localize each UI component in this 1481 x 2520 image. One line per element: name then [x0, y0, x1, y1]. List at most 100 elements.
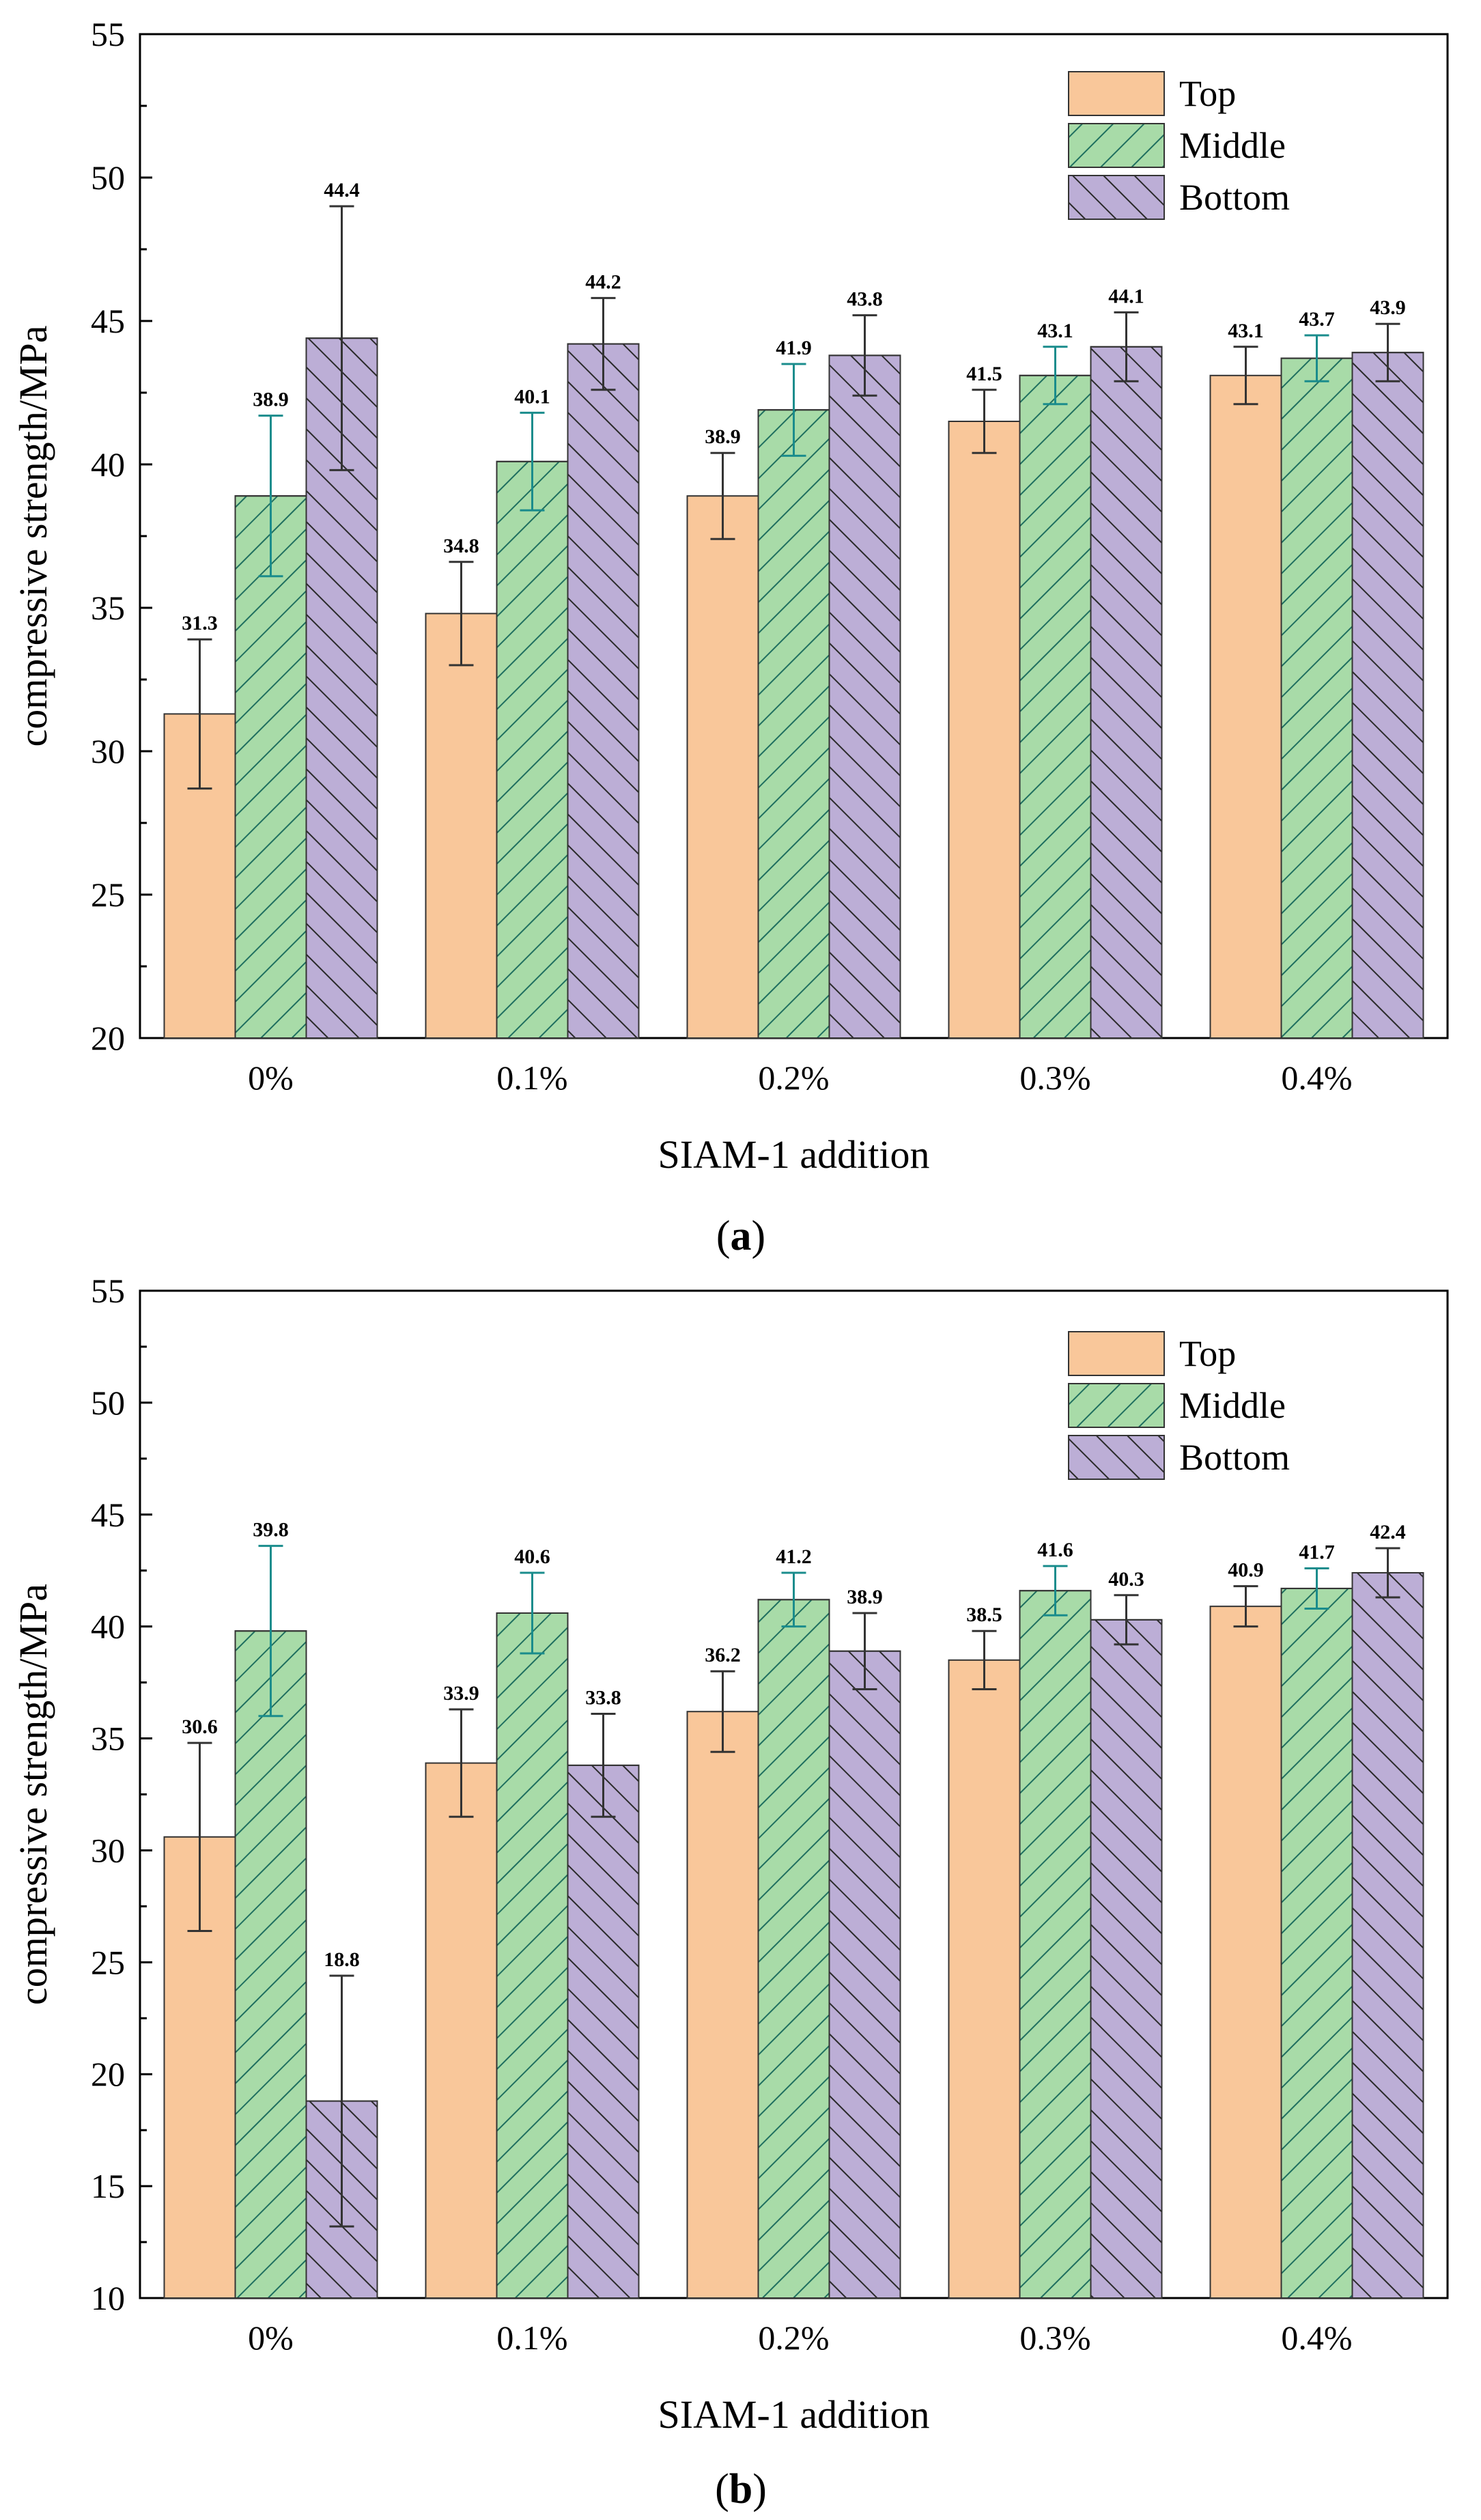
y-tick-label: 30 [91, 1831, 125, 1869]
bar-hatch-middle [1280, 1587, 1353, 2299]
x-axis-title: SIAM-1 addition [658, 1132, 930, 1177]
data-label: 40.6 [514, 1545, 550, 1568]
panel-caption: (b) [715, 2466, 767, 2512]
data-label: 44.1 [1108, 285, 1144, 307]
y-tick-label: 55 [91, 1272, 125, 1310]
y-tick-label: 55 [91, 15, 125, 53]
y-tick-label: 50 [91, 1384, 125, 1422]
chart-panel-a: 20 25 30 35 40 45 50 55 0% 31.3 38.9 44.4 0.1% 34.8 40… [11, 15, 1449, 1259]
data-label: 33.8 [585, 1687, 621, 1709]
data-label: 40.1 [514, 385, 550, 408]
bar-hatch-middle [234, 1630, 307, 2299]
panel-caption: (a) [716, 1213, 765, 1259]
data-label: 40.9 [1228, 1559, 1264, 1582]
bar-hatch-middle [1019, 374, 1092, 1039]
legend-label: Bottom [1179, 177, 1290, 218]
y-tick-label: 40 [91, 445, 125, 484]
y-tick-label: 30 [91, 732, 125, 770]
caption-paren-close: ) [752, 1213, 766, 1259]
bar-hatch-bottom [1090, 1619, 1163, 2299]
legend-label: Middle [1179, 125, 1286, 166]
data-label: 18.8 [324, 1948, 360, 1971]
data-label: 30.6 [182, 1716, 218, 1738]
bar-hatch-bottom [567, 343, 640, 1039]
data-label: 38.9 [705, 425, 741, 448]
y-tick-label: 35 [91, 589, 125, 627]
x-tick-label: 0.3% [1019, 1059, 1090, 1097]
x-tick-label: 0.4% [1281, 2319, 1352, 2357]
x-tick-label: 0% [248, 2319, 294, 2357]
y-tick-label: 15 [91, 2167, 125, 2205]
y-tick-label: 35 [91, 1720, 125, 1758]
legend-label: Bottom [1179, 1437, 1290, 1478]
caption-paren-open: ( [716, 1213, 731, 1259]
caption-paren-open: ( [715, 2466, 729, 2512]
x-tick-label: 0.2% [758, 1059, 829, 1097]
data-label: 33.9 [443, 1682, 479, 1705]
y-tick-label: 20 [91, 2055, 125, 2093]
caption-letter: b [729, 2466, 752, 2512]
bar-hatch-bottom [1351, 1572, 1424, 2299]
x-tick-label: 0.4% [1281, 1059, 1352, 1097]
bar-top [425, 613, 498, 1039]
data-label: 39.8 [253, 1519, 289, 1541]
bar-hatch-middle [496, 1612, 569, 2299]
legend-swatch-top [1068, 1331, 1165, 1376]
y-tick-label: 25 [91, 1943, 125, 1981]
legend-label: Top [1179, 1333, 1236, 1374]
data-label: 38.9 [847, 1586, 883, 1608]
data-label: 40.3 [1108, 1568, 1144, 1591]
bar-hatch-bottom [828, 354, 901, 1039]
bar-hatch-bottom [1351, 352, 1424, 1039]
x-tick-label: 0.2% [758, 2319, 829, 2357]
legend-label: Middle [1179, 1385, 1286, 1426]
data-label: 41.6 [1037, 1539, 1073, 1561]
x-tick-label: 0% [248, 1059, 294, 1097]
x-tick-label: 0.1% [496, 2319, 567, 2357]
x-axis-title: SIAM-1 addition [658, 2392, 930, 2437]
data-label: 36.2 [705, 1644, 741, 1666]
data-label: 44.4 [324, 179, 360, 201]
x-tick-label: 0.1% [496, 1059, 567, 1097]
y-tick-label: 20 [91, 1019, 125, 1057]
y-axis-title: compressive strength/MPa [11, 326, 55, 747]
data-label: 44.2 [585, 270, 621, 293]
y-tick-label: 50 [91, 158, 125, 197]
bar-hatch-middle [496, 460, 569, 1039]
bar-top [686, 1711, 759, 2299]
data-label: 41.2 [776, 1545, 812, 1568]
data-label: 42.4 [1370, 1521, 1406, 1543]
bar-hatch-middle [234, 495, 307, 1039]
data-label: 38.5 [966, 1604, 1002, 1626]
data-label: 41.9 [776, 337, 812, 359]
legend-swatch-hatch [1068, 1435, 1165, 1480]
data-label: 38.9 [253, 389, 289, 411]
bar-hatch-middle [1019, 1590, 1092, 2299]
bar-top [1209, 374, 1282, 1039]
data-label: 43.1 [1037, 320, 1073, 342]
caption-letter: a [731, 1213, 752, 1259]
bar-top [1209, 1606, 1282, 2299]
bar-hatch-middle [757, 1599, 830, 2299]
data-label: 43.1 [1228, 320, 1264, 342]
y-tick-label: 25 [91, 876, 125, 914]
bar-top [686, 495, 759, 1039]
y-axis-title: compressive strength/MPa [11, 1584, 55, 2005]
bar-hatch-middle [1280, 357, 1353, 1039]
data-label: 41.5 [966, 363, 1002, 385]
bar-hatch-middle [757, 409, 830, 1039]
bar-top [948, 1659, 1021, 2299]
data-label: 31.3 [182, 612, 218, 634]
legend-swatch-hatch [1068, 123, 1165, 168]
caption-paren-close: ) [752, 2466, 767, 2512]
data-label: 34.8 [443, 535, 479, 557]
y-tick-label: 45 [91, 1496, 125, 1534]
data-label: 43.8 [847, 288, 883, 311]
data-label: 41.7 [1299, 1541, 1335, 1563]
y-tick-label: 45 [91, 302, 125, 340]
bar-top [948, 421, 1021, 1039]
legend-swatch-hatch [1068, 175, 1165, 220]
data-label: 43.9 [1370, 296, 1406, 319]
bar-hatch-bottom [567, 1764, 640, 2299]
